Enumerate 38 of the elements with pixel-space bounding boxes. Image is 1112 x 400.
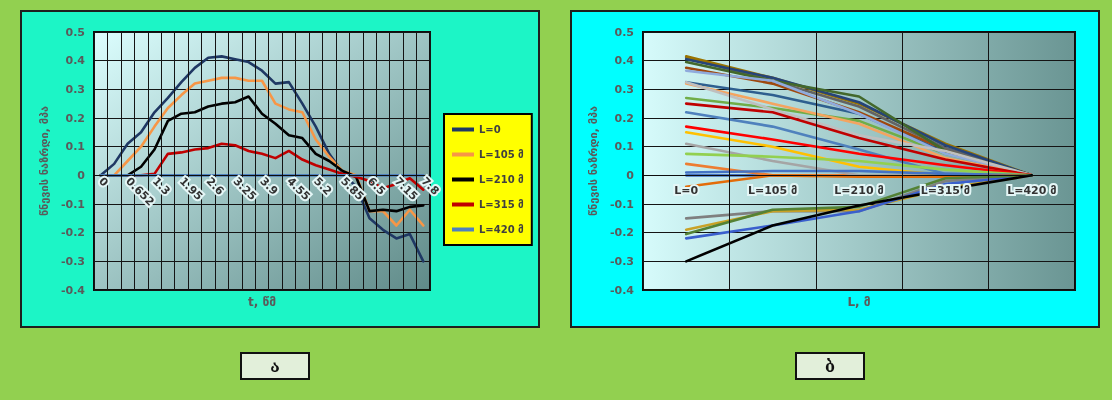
y-tick-label: 0.3 xyxy=(65,82,85,96)
y-axis-title: წნევის ნაზრდი, მპა xyxy=(38,105,52,217)
x-tick-label: L=420 მ xyxy=(1007,184,1057,198)
x-tick-label: L=0 xyxy=(674,184,699,198)
x-tick-label: L=105 მ xyxy=(747,184,798,198)
y-tick-label: 0.2 xyxy=(65,111,85,125)
text: ბ xyxy=(795,352,865,380)
y-tick-label: 0.2 xyxy=(614,111,634,125)
x-tick-label: 0 xyxy=(96,174,111,190)
x-tick-label: 7.8 xyxy=(418,174,442,198)
text: ა xyxy=(240,352,310,380)
x-axis-title: t, წმ xyxy=(248,295,277,309)
legend-label: L=420 მ xyxy=(479,224,525,235)
y-tick-label: -0.2 xyxy=(60,226,85,240)
y-tick-label: -0.2 xyxy=(609,226,634,240)
y-tick-label: -0.4 xyxy=(609,283,635,297)
y-tick-label: -0.1 xyxy=(60,197,85,211)
y-axis-title: წნევის ნაზრდი, მპა xyxy=(587,105,601,217)
x-axis-title: L, მ xyxy=(847,295,871,309)
x-tick-label: L=210 მ xyxy=(834,184,884,198)
y-tick-label: -0.4 xyxy=(60,283,86,297)
x-tick-label: 3.9 xyxy=(257,174,281,198)
y-tick-label: 0.5 xyxy=(614,25,634,39)
y-tick-label: -0.3 xyxy=(609,254,634,268)
y-tick-label: -0.3 xyxy=(60,254,85,268)
y-tick-label: 0.3 xyxy=(614,82,634,96)
x-tick-label: 2.6 xyxy=(203,174,227,198)
legend-label: L=105 მ xyxy=(479,149,525,160)
y-tick-label: 0.1 xyxy=(614,140,634,154)
y-tick-label: -0.1 xyxy=(609,197,634,211)
y-tick-label: 0.4 xyxy=(65,54,86,68)
x-tick-label: L=315 მ xyxy=(920,184,971,198)
y-tick-label: 0.4 xyxy=(614,54,635,68)
x-tick-label: 6.5 xyxy=(364,174,388,198)
legend-label: L=0 xyxy=(479,124,501,135)
y-tick-label: 0.5 xyxy=(65,25,85,39)
y-tick-label: 0.1 xyxy=(65,140,85,154)
x-tick-label: 5.2 xyxy=(311,174,335,198)
